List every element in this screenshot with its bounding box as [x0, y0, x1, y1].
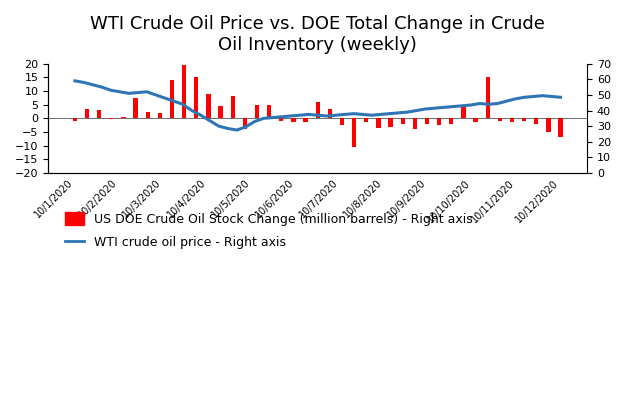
Bar	[207, 94, 210, 118]
Bar	[194, 77, 198, 118]
Bar	[109, 118, 113, 119]
Bar	[121, 117, 126, 118]
Bar	[558, 118, 563, 138]
Bar	[158, 113, 162, 118]
Bar	[473, 118, 478, 123]
Bar	[364, 118, 368, 123]
Bar	[486, 77, 490, 118]
Bar	[498, 118, 502, 121]
Bar	[388, 118, 393, 127]
Bar	[291, 118, 295, 123]
Bar	[243, 118, 247, 129]
Bar	[255, 105, 259, 118]
Bar	[146, 112, 150, 118]
Bar	[546, 118, 550, 132]
Bar	[279, 118, 284, 121]
Bar	[218, 106, 223, 118]
Bar	[170, 80, 174, 118]
Bar	[522, 118, 526, 121]
Bar	[133, 98, 138, 118]
Bar	[304, 118, 307, 123]
Bar	[316, 102, 320, 118]
Legend: US DOE Crude Oil Stock Change (million barrels) - Right axis, WTI crude oil pric: US DOE Crude Oil Stock Change (million b…	[65, 212, 473, 249]
Bar	[340, 118, 344, 125]
Bar	[449, 118, 453, 124]
Bar	[376, 118, 381, 128]
Bar	[534, 118, 538, 124]
Bar	[401, 118, 405, 124]
Bar	[73, 118, 77, 121]
Title: WTI Crude Oil Price vs. DOE Total Change in Crude
Oil Inventory (weekly): WTI Crude Oil Price vs. DOE Total Change…	[90, 15, 545, 54]
Bar	[425, 118, 429, 124]
Bar	[461, 107, 466, 118]
Bar	[230, 96, 235, 118]
Bar	[352, 118, 356, 147]
Bar	[182, 65, 187, 118]
Bar	[85, 109, 89, 118]
Bar	[510, 118, 514, 123]
Bar	[97, 110, 101, 118]
Bar	[267, 105, 271, 118]
Bar	[437, 118, 441, 125]
Bar	[327, 109, 332, 118]
Bar	[413, 118, 417, 129]
